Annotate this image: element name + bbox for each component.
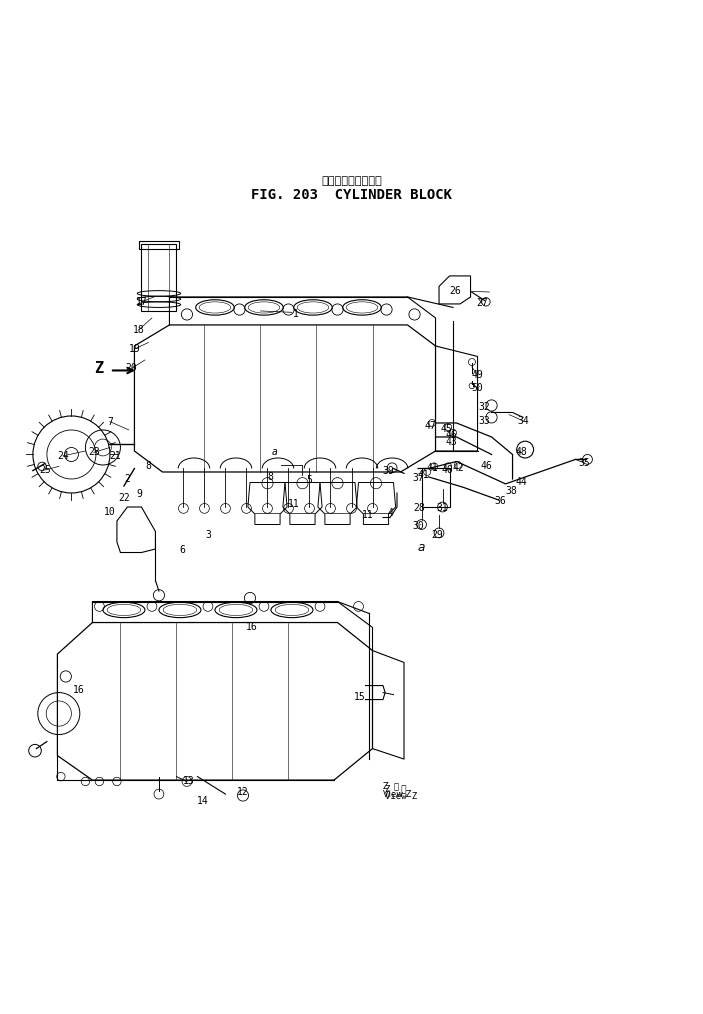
Text: Z: Z <box>93 361 103 376</box>
Bar <box>148 244 169 311</box>
Text: 33: 33 <box>479 416 491 426</box>
Text: 19: 19 <box>129 344 141 354</box>
Text: 45: 45 <box>441 424 453 434</box>
Text: 16: 16 <box>72 685 84 696</box>
Text: 7: 7 <box>107 417 113 427</box>
Text: a: a <box>418 541 425 554</box>
Text: View Z: View Z <box>385 792 418 801</box>
Text: 46: 46 <box>446 430 458 440</box>
Text: 15: 15 <box>354 693 366 703</box>
Text: 18: 18 <box>133 324 145 335</box>
Text: 11: 11 <box>362 510 373 520</box>
Text: 22: 22 <box>118 493 130 503</box>
Text: 35: 35 <box>578 458 590 467</box>
Text: Z  矢: Z 矢 <box>383 782 399 791</box>
Text: 38: 38 <box>505 486 517 496</box>
Text: 37: 37 <box>413 474 425 484</box>
Text: 2: 2 <box>124 474 130 484</box>
Text: 11: 11 <box>288 499 300 509</box>
Text: View Z: View Z <box>383 790 411 799</box>
Bar <box>141 244 176 311</box>
Bar <box>139 241 179 249</box>
Text: シリンダイブロック: シリンダイブロック <box>321 176 382 187</box>
Text: 13: 13 <box>183 777 195 787</box>
Bar <box>422 468 449 507</box>
Text: 41: 41 <box>418 469 430 480</box>
Text: 39: 39 <box>382 466 394 477</box>
Text: 49: 49 <box>472 370 484 380</box>
Text: 26: 26 <box>449 286 461 296</box>
Text: 41: 41 <box>426 462 438 473</box>
Text: 5: 5 <box>307 476 312 486</box>
Text: 3: 3 <box>205 530 211 540</box>
Text: 42: 42 <box>452 462 464 473</box>
Text: 27: 27 <box>476 298 488 308</box>
Text: 50: 50 <box>472 383 484 393</box>
Text: 43: 43 <box>446 437 458 447</box>
Text: 47: 47 <box>425 421 437 431</box>
Text: 29: 29 <box>432 530 444 540</box>
Text: 36: 36 <box>494 497 506 506</box>
Text: 32: 32 <box>479 402 491 412</box>
Text: 10: 10 <box>104 507 116 517</box>
Text: 24: 24 <box>57 451 69 461</box>
Text: 14: 14 <box>197 796 209 806</box>
Text: 16: 16 <box>245 623 257 633</box>
Text: 30: 30 <box>412 521 424 531</box>
Text: 48: 48 <box>516 447 527 457</box>
Text: 4: 4 <box>387 508 393 517</box>
Text: 17: 17 <box>136 297 148 307</box>
Text: a: a <box>271 447 278 457</box>
Text: 21: 21 <box>110 451 122 461</box>
Text: 23: 23 <box>89 447 101 457</box>
Text: 1: 1 <box>292 309 298 319</box>
Text: 12: 12 <box>237 787 249 797</box>
Text: 40: 40 <box>441 464 453 475</box>
Text: 25: 25 <box>39 464 51 475</box>
Text: FIG. 203  CYLINDER BLOCK: FIG. 203 CYLINDER BLOCK <box>251 189 452 203</box>
Text: 28: 28 <box>413 503 425 513</box>
Text: 31: 31 <box>437 503 449 513</box>
Text: 8: 8 <box>146 461 151 472</box>
Text: 8: 8 <box>267 472 273 482</box>
Text: 9: 9 <box>136 490 142 500</box>
Text: 46: 46 <box>481 461 493 472</box>
Text: 20: 20 <box>126 363 138 373</box>
Text: Z  矢: Z 矢 <box>385 784 406 793</box>
Text: 34: 34 <box>517 416 529 426</box>
Text: 6: 6 <box>179 546 185 556</box>
Text: 44: 44 <box>515 477 527 487</box>
